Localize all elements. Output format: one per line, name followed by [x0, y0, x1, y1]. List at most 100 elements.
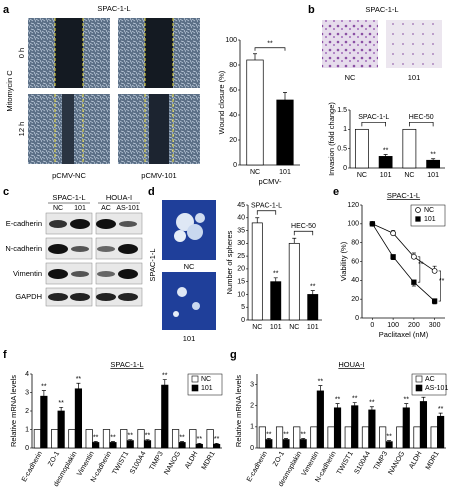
bar: [307, 294, 319, 321]
bar: [351, 405, 359, 449]
significance-bracket: [438, 270, 441, 302]
bar: [161, 384, 169, 449]
significance: **: [283, 431, 289, 438]
x-tick-label: ALDH: [184, 450, 199, 470]
error-bar: [387, 440, 392, 442]
significance: **: [197, 436, 203, 443]
group-label: SPAC-1-L: [358, 114, 389, 121]
group-bracket: [256, 210, 277, 215]
significance: **: [318, 378, 324, 385]
error-bar: [93, 441, 98, 443]
significance-bracket: [254, 47, 286, 51]
legend-label: AS-101: [425, 385, 448, 392]
error-bar: [421, 396, 426, 402]
bar: [310, 426, 318, 449]
protein-label: Vimentin: [13, 269, 42, 278]
y-tick-label: 40: [229, 112, 237, 119]
y-tick-label: 120: [347, 202, 359, 209]
bar: [282, 439, 290, 449]
error-bar: [283, 438, 288, 440]
marker: [415, 216, 421, 222]
y-tick-label: 100: [225, 37, 237, 44]
error-bar: [197, 443, 202, 445]
bar: [270, 281, 282, 321]
error-bar: [59, 406, 64, 411]
marker: [415, 207, 421, 213]
panel-letter: f: [3, 349, 7, 361]
y-tick-label: 20: [237, 266, 245, 273]
x-tick-label: 101: [427, 172, 439, 179]
bar: [143, 440, 152, 449]
marker: [431, 268, 438, 274]
bar: [316, 390, 324, 449]
bar: [51, 429, 59, 449]
y-tick-label: 100: [347, 221, 359, 228]
significance: **: [266, 431, 272, 438]
group-bracket: [293, 230, 314, 236]
significance: **: [386, 433, 392, 440]
error-bar: [335, 403, 340, 408]
error-bar: [318, 385, 323, 391]
bar: [109, 442, 117, 449]
bar: [419, 401, 428, 449]
error-bar: [352, 402, 357, 406]
bar: [213, 443, 221, 449]
error-bar: [404, 403, 409, 408]
bar: [299, 439, 307, 449]
y-tick-label: 0: [343, 165, 347, 172]
legend-swatch: [191, 384, 199, 392]
y-tick-label: 0: [233, 162, 237, 169]
x-tick-label: NANOG: [387, 450, 406, 476]
significance: **: [404, 396, 410, 403]
error-bar: [283, 92, 287, 100]
bar: [378, 156, 393, 169]
x-tick-label: 101: [279, 169, 291, 176]
image-label: NC: [345, 73, 356, 82]
image-label: 101: [408, 73, 421, 82]
bar: [40, 395, 48, 449]
y-tick-label: 10: [237, 291, 245, 298]
x-tick-label: 0: [370, 322, 374, 329]
bar: [206, 429, 214, 449]
bar: [293, 426, 301, 449]
bar: [189, 429, 197, 449]
bar: [74, 388, 83, 449]
significance: **: [418, 261, 424, 268]
panel-title: SPAC-1-L: [97, 4, 130, 13]
x-tick-label: TWIST1: [336, 450, 355, 476]
significance: **: [335, 396, 341, 403]
legend-swatch: [415, 375, 423, 383]
time-label: 12 h: [17, 122, 26, 137]
y-tick-label: 1: [343, 126, 347, 133]
y-tick-label: 25: [237, 253, 245, 260]
significance: **: [214, 436, 220, 443]
marker: [390, 230, 396, 237]
bar: [154, 429, 162, 449]
bar: [368, 409, 376, 449]
error-bar: [383, 154, 388, 157]
western-blot: [45, 212, 143, 307]
error-bar: [180, 441, 185, 443]
error-bar: [255, 217, 260, 223]
time-label: 0 h: [17, 48, 26, 58]
legend-swatch: [415, 384, 423, 392]
y-tick-label: 30: [237, 240, 245, 247]
significance: **: [179, 434, 185, 441]
significance: **: [110, 434, 116, 441]
y-tick-label: 1.5: [337, 107, 347, 114]
chart-title: SPAC-1-L: [110, 360, 143, 369]
bar: [426, 159, 441, 169]
error-bar: [253, 53, 257, 60]
x-tick-label: 200: [408, 322, 420, 329]
error-bar: [273, 277, 278, 282]
x-tick-label: NC: [357, 172, 367, 179]
significance: **: [310, 283, 316, 290]
legend-swatch: [191, 375, 199, 383]
error-bar: [310, 290, 315, 295]
significance: **: [145, 433, 151, 440]
x-tick-label: 300: [429, 322, 441, 329]
error-bar: [214, 443, 219, 445]
lane-label: NC: [53, 205, 63, 212]
bar: [354, 128, 369, 169]
significance: **: [300, 431, 306, 438]
